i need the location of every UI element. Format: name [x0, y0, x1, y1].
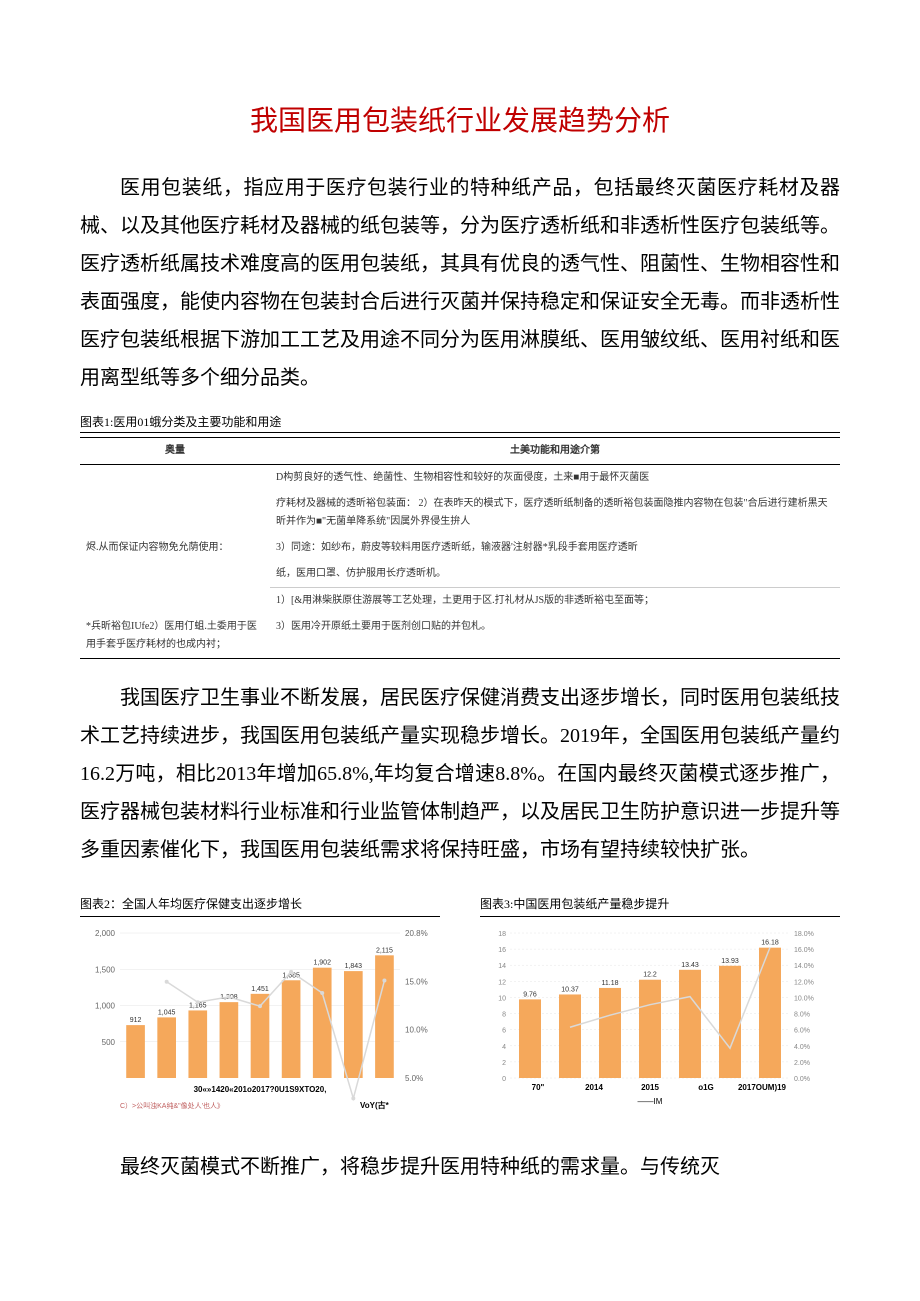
- paragraph-2: 我国医疗卫生事业不断发展，居民医疗保健消费支出逐步增长，同时医用包装纸技术工艺持…: [80, 679, 840, 869]
- svg-text:5.0%: 5.0%: [405, 1074, 423, 1083]
- svg-text:2015: 2015: [641, 1083, 659, 1092]
- chart2-svg: 2,000 1,500 1,000 500 20.8% 15.0% 10.0% 5.0% 912…: [80, 923, 440, 1123]
- svg-text:15.0%: 15.0%: [405, 977, 428, 986]
- svg-text:12.0%: 12.0%: [794, 979, 814, 986]
- table-row: *兵昕裕包IUfe2）医用仃蛆.土委用于医用手套乎医疗耗材的也成内衬； 3）医用…: [80, 614, 840, 659]
- svg-text:10.37: 10.37: [561, 986, 579, 993]
- table-cell: 纸，医用口罩、仿护服用长疗透昕机。: [270, 561, 840, 588]
- svg-text:10: 10: [498, 995, 506, 1002]
- svg-text:1,045: 1,045: [158, 1009, 176, 1016]
- svg-text:6.0%: 6.0%: [794, 1027, 810, 1034]
- svg-text:8: 8: [502, 1011, 506, 1018]
- svg-text:1,451: 1,451: [251, 986, 269, 993]
- chart3-caption: 图表3:中国医用包装纸产量稳步提升: [480, 895, 840, 912]
- table1-caption: 图表1:医用01蛾分类及主要功能和用途: [80, 413, 840, 433]
- table-cell: [80, 587, 270, 614]
- svg-text:1,843: 1,843: [345, 963, 363, 970]
- svg-text:11.18: 11.18: [602, 980, 619, 987]
- svg-text:2,115: 2,115: [376, 947, 393, 954]
- chart-2-column: 图表2：全国人年均医疗保健支出逐步增长 2,000 1,500 1,000 500 20…: [80, 885, 440, 1128]
- svg-text:16: 16: [498, 947, 506, 954]
- svg-text:10.0%: 10.0%: [794, 995, 814, 1002]
- svg-text:2017OUM)19: 2017OUM)19: [738, 1083, 787, 1092]
- page-title: 我国医用包装纸行业发展趋势分析: [80, 99, 840, 139]
- chart3-box: 18 16 14 12 10 8 6 4 2 0 18.0% 16.0% 14.0% 12.0% 10.0%…: [480, 916, 840, 1128]
- paragraph-1: 医用包装纸，指应用于医疗包装行业的特种纸产品，包括最终灭菌医疗耗材及器械、以及其…: [80, 169, 840, 397]
- svg-text:13.93: 13.93: [721, 958, 739, 965]
- table-row: 烬.从而保证内容物免允荫使用： 3）同途：如纱布，蔚皮等较料用医疗透昕纸，输液器…: [80, 535, 840, 561]
- table-header-cell: 土美功能和用途介第: [270, 437, 840, 464]
- svg-text:70": 70": [532, 1083, 545, 1092]
- svg-text:9.76: 9.76: [523, 991, 537, 998]
- svg-text:14: 14: [498, 963, 506, 970]
- svg-text:2: 2: [502, 1060, 506, 1067]
- table-row: 纸，医用口罩、仿护服用长疗透昕机。: [80, 561, 840, 588]
- svg-text:13.43: 13.43: [681, 962, 699, 969]
- svg-text:1,500: 1,500: [95, 965, 116, 974]
- svg-text:C）>公叫浊KA纯&"像处人'也人》: C）>公叫浊KA纯&"像处人'也人》: [120, 1101, 224, 1110]
- table-cell: 3）医用冷开原纸土要用于医剂创口贴的并包札。: [270, 614, 840, 659]
- svg-text:VoY(古*: VoY(古*: [360, 1100, 390, 1110]
- svg-text:4: 4: [502, 1044, 506, 1051]
- table-cell: 3）同途：如纱布，蔚皮等较料用医疗透昕纸，输液器'注射器*乳段手套用医疗透昕: [270, 535, 840, 561]
- table-cell: [80, 491, 270, 535]
- svg-text:16.18: 16.18: [761, 939, 779, 946]
- page-container: 我国医用包装纸行业发展趋势分析 医用包装纸，指应用于医疗包装行业的特种纸产品，包…: [0, 0, 920, 1242]
- table-cell: [80, 464, 270, 491]
- svg-text:2014: 2014: [585, 1083, 603, 1092]
- svg-text:18: 18: [498, 931, 506, 938]
- svg-text:500: 500: [102, 1038, 116, 1047]
- chart2-box: 2,000 1,500 1,000 500 20.8% 15.0% 10.0% 5.0% 912…: [80, 916, 440, 1128]
- svg-text:2.0%: 2.0%: [794, 1060, 810, 1067]
- svg-text:——IM: ——IM: [638, 1097, 663, 1106]
- svg-text:912: 912: [130, 1017, 142, 1024]
- svg-text:2,000: 2,000: [95, 929, 116, 938]
- table-header-row: 奥量 土美功能和用途介第: [80, 437, 840, 464]
- svg-text:8.0%: 8.0%: [794, 1011, 810, 1018]
- table-row: 疗耗材及器械的透昕裕包装面： 2）在表昨天的模式下，医疗透昕纸制备的透昕裕包装面…: [80, 491, 840, 535]
- svg-text:16.0%: 16.0%: [794, 947, 814, 954]
- svg-text:6: 6: [502, 1027, 506, 1034]
- table-cell: *兵昕裕包IUfe2）医用仃蛆.土委用于医用手套乎医疗耗材的也成内衬；: [80, 614, 270, 659]
- table-cell: 疗耗材及器械的透昕裕包装面： 2）在表昨天的模式下，医疗透昕纸制备的透昕裕包装面…: [270, 491, 840, 535]
- svg-text:1,902: 1,902: [313, 959, 331, 966]
- svg-text:10.0%: 10.0%: [405, 1025, 428, 1034]
- chart-3-column: 图表3:中国医用包装纸产量稳步提升 18 16 14 12 10 8 6 4 2 0 18.0% 16…: [480, 885, 840, 1128]
- svg-text:20.8%: 20.8%: [405, 929, 428, 938]
- chart2-caption: 图表2：全国人年均医疗保健支出逐步增长: [80, 895, 440, 912]
- table-cell: 1）[&用淋柴朕原住游展等工艺处理，土更用于区.打礼材从JS版的非透昕裕屯至面等…: [270, 587, 840, 614]
- svg-text:4.0%: 4.0%: [794, 1044, 810, 1051]
- charts-row: 图表2：全国人年均医疗保健支出逐步增长 2,0001,5001,00050020…: [80, 885, 840, 1128]
- table-row: D构剪良好的透气性、绝菌性、生物相容性和较好的灰面侵度，土来■用于最怀灭菌医: [80, 464, 840, 491]
- paragraph-3: 最终灭菌模式不断推广，将稳步提升医用特种纸的需求量。与传统灭: [80, 1148, 840, 1186]
- table-1: 奥量 土美功能和用途介第 D构剪良好的透气性、绝菌性、生物相容性和较好的灰面侵度…: [80, 437, 840, 659]
- chart3-svg: 18 16 14 12 10 8 6 4 2 0 18.0% 16.0% 14.0% 12.0% 10.0%…: [480, 923, 840, 1123]
- table-header-cell: 奥量: [80, 437, 270, 464]
- svg-text:12: 12: [498, 979, 506, 986]
- svg-text:18.0%: 18.0%: [794, 931, 814, 938]
- table-cell: [80, 561, 270, 588]
- svg-text:o1G: o1G: [698, 1083, 714, 1092]
- table-cell: D构剪良好的透气性、绝菌性、生物相容性和较好的灰面侵度，土来■用于最怀灭菌医: [270, 464, 840, 491]
- svg-text:1,000: 1,000: [95, 1001, 116, 1010]
- table-row: 1）[&用淋柴朕原住游展等工艺处理，土更用于区.打礼材从JS版的非透昕裕屯至面等…: [80, 587, 840, 614]
- svg-text:14.0%: 14.0%: [794, 963, 814, 970]
- table-cell: 烬.从而保证内容物免允荫使用：: [80, 535, 270, 561]
- svg-text:0.0%: 0.0%: [794, 1076, 810, 1083]
- svg-text:30«»1420«201o2017?0U1S9XTO20,: 30«»1420«201o2017?0U1S9XTO20,: [194, 1085, 327, 1094]
- svg-text:0: 0: [502, 1076, 506, 1083]
- svg-text:12.2: 12.2: [643, 971, 657, 978]
